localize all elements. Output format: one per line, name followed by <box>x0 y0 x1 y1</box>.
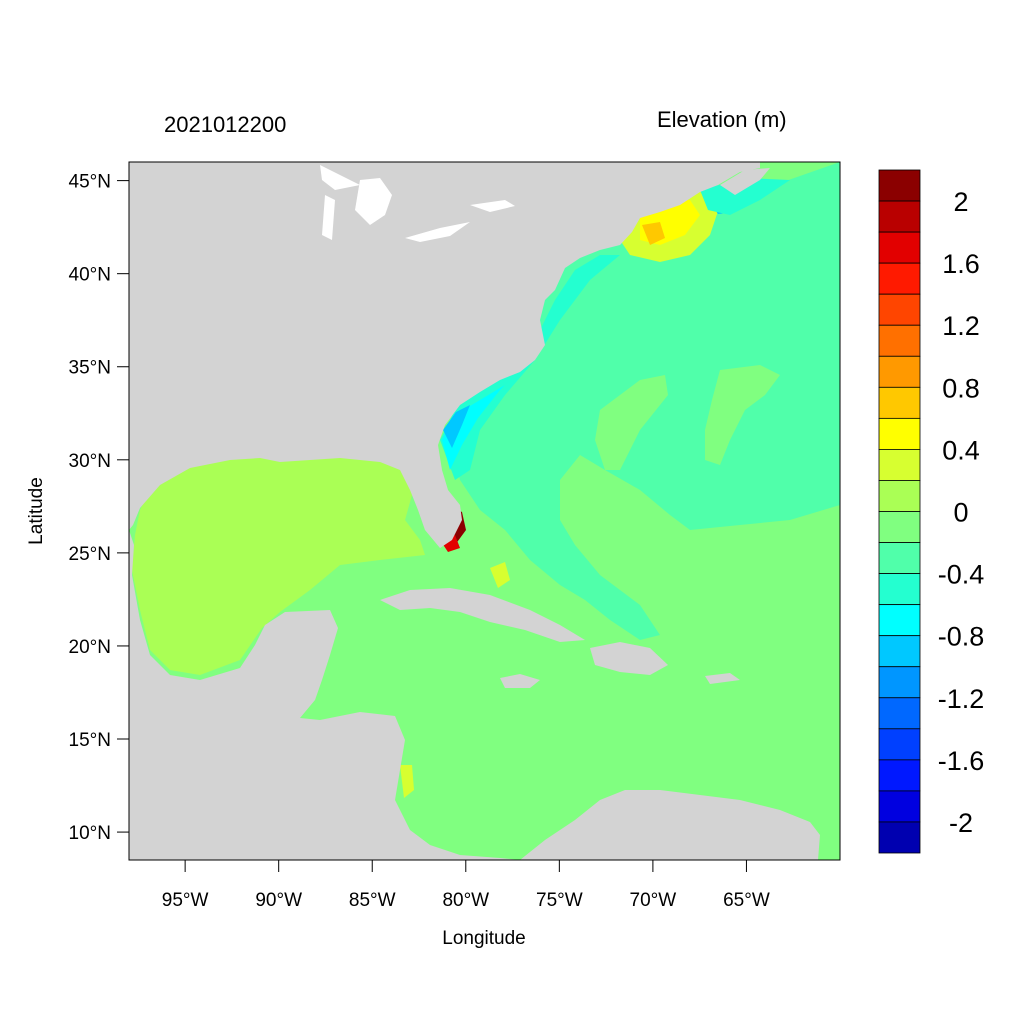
colorbar-swatch <box>878 790 921 823</box>
southeast-shelf-cyan <box>442 370 520 470</box>
y-tick-label: 20°N <box>69 637 111 658</box>
bahamas-yellow <box>490 562 510 588</box>
colorbar-swatch <box>878 511 921 543</box>
colorbar-swatch <box>878 449 921 481</box>
central-america-yellow <box>400 765 414 798</box>
colorbar-swatch <box>878 231 921 264</box>
colorbar-label: -1.6 <box>938 746 985 776</box>
x-axis-title: Longitude <box>442 928 525 949</box>
colorbar-swatch <box>878 324 921 357</box>
colorbar-swatch <box>878 728 921 761</box>
lake-erie-ontario <box>405 200 515 242</box>
colorbar-label: 1.2 <box>942 311 980 341</box>
colorbar-swatch <box>878 604 921 637</box>
y-axis: 45°N 40°N 35°N 30°N 25°N 20°N 15°N 10°N <box>69 172 129 844</box>
y-tick-label: 10°N <box>69 823 111 844</box>
colorbar-label: 0.4 <box>942 435 980 465</box>
lake-superior <box>320 165 360 190</box>
x-tick-label: 85°W <box>349 890 396 911</box>
colorbar-swatch <box>878 542 921 574</box>
colorbar-label: 1.6 <box>942 249 980 279</box>
land-south-america <box>520 790 820 860</box>
y-tick-label: 30°N <box>69 451 111 472</box>
colorbar-label: -0.4 <box>938 560 985 590</box>
southeast-shelf-anomaly <box>440 255 620 480</box>
y-tick-label: 15°N <box>69 730 111 751</box>
x-tick-label: 75°W <box>536 890 583 911</box>
map-frame <box>128 161 841 861</box>
colorbar-swatch <box>878 355 921 388</box>
colorbar-swatch <box>878 666 921 699</box>
land-jamaica <box>500 674 540 688</box>
southeast-shelf-blue <box>443 405 470 448</box>
gulf-of-maine-orange <box>642 222 665 245</box>
colorbar-swatch <box>878 169 921 202</box>
bay-of-fundy-cyan <box>700 178 790 215</box>
x-tick-label: 95°W <box>162 890 209 911</box>
colorbar-swatch <box>878 573 921 606</box>
colorbar-label: 0 <box>953 498 968 528</box>
gulf-of-mexico-anomaly <box>132 455 425 675</box>
land-mexico-central-america <box>129 530 520 860</box>
map-panel <box>129 162 840 860</box>
colorbar-swatch <box>878 293 921 326</box>
timestamp-title: 2021012200 <box>164 112 287 137</box>
y-tick-label: 25°N <box>69 544 111 565</box>
colorbar-swatch <box>878 635 921 668</box>
atlantic-neutral-patch-2 <box>705 365 780 465</box>
colorbar-label: -0.8 <box>938 622 985 652</box>
y-axis-title: Latitude <box>26 477 47 545</box>
colorbar-swatch <box>878 386 921 419</box>
x-tick-label: 65°W <box>723 890 770 911</box>
x-tick-label: 80°W <box>442 890 489 911</box>
land-north-america <box>129 162 760 548</box>
y-tick-label: 40°N <box>69 265 111 286</box>
colorbar-label: 0.8 <box>942 373 980 403</box>
x-tick-label: 70°W <box>630 890 677 911</box>
colorbar-swatch <box>878 480 921 512</box>
colorbar-swatch <box>878 821 921 854</box>
x-tick-label: 90°W <box>255 890 302 911</box>
colorbar-label: -1.2 <box>938 684 985 714</box>
colorbar: 2 1.6 1.2 0.8 0.4 0 -0.4 -0.8 -1.2 -1.6 -2 <box>878 169 985 854</box>
colorbar-swatch <box>878 262 921 295</box>
land-hispaniola <box>590 642 668 675</box>
colorbar-swatch <box>878 417 921 450</box>
land-nova-scotia <box>720 168 770 195</box>
x-axis: 95°W 90°W 85°W 80°W 75°W 70°W 65°W <box>162 860 770 911</box>
land-cuba <box>380 588 585 642</box>
colorbar-label: 2 <box>953 187 968 217</box>
colorbar-swatch <box>878 697 921 730</box>
lake-michigan-huron <box>322 178 392 240</box>
atlantic-neutral-patch <box>595 375 668 470</box>
land-puerto-rico <box>705 673 740 684</box>
y-tick-label: 45°N <box>69 172 111 193</box>
variable-title: Elevation (m) <box>657 107 787 132</box>
colorbar-swatch <box>878 200 921 233</box>
colorbar-label: -2 <box>949 808 973 838</box>
colorbar-swatch <box>878 759 921 792</box>
y-tick-label: 35°N <box>69 358 111 379</box>
